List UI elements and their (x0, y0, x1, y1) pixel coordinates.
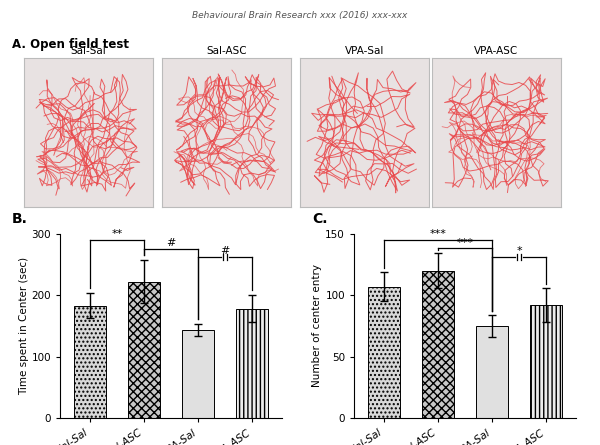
Bar (476, 326, 508, 418)
Bar (422, 271, 454, 418)
Bar (368, 287, 400, 418)
Text: **: ** (111, 229, 122, 239)
Y-axis label: Time spent in Center (sec): Time spent in Center (sec) (19, 257, 29, 395)
Bar (182, 330, 214, 418)
Title: VPA-Sal: VPA-Sal (345, 46, 384, 56)
Title: Sal-Sal: Sal-Sal (71, 46, 106, 56)
Y-axis label: Number of center entry: Number of center entry (313, 264, 322, 388)
Text: #: # (166, 238, 176, 248)
Text: ***: *** (430, 229, 446, 239)
Title: VPA-ASC: VPA-ASC (475, 46, 518, 56)
Bar (128, 282, 160, 418)
Text: B.: B. (12, 212, 28, 227)
Title: Sal-ASC: Sal-ASC (206, 46, 247, 56)
Text: A. Open field test: A. Open field test (12, 38, 129, 51)
Text: ***: *** (457, 238, 473, 248)
Bar (236, 309, 268, 418)
Text: Behavioural Brain Research xxx (2016) xxx-xxx: Behavioural Brain Research xxx (2016) xx… (193, 11, 407, 20)
Text: #: # (220, 246, 230, 256)
Bar (530, 305, 562, 418)
Text: C.: C. (312, 212, 328, 227)
Bar (74, 306, 106, 418)
Text: *: * (517, 247, 522, 256)
